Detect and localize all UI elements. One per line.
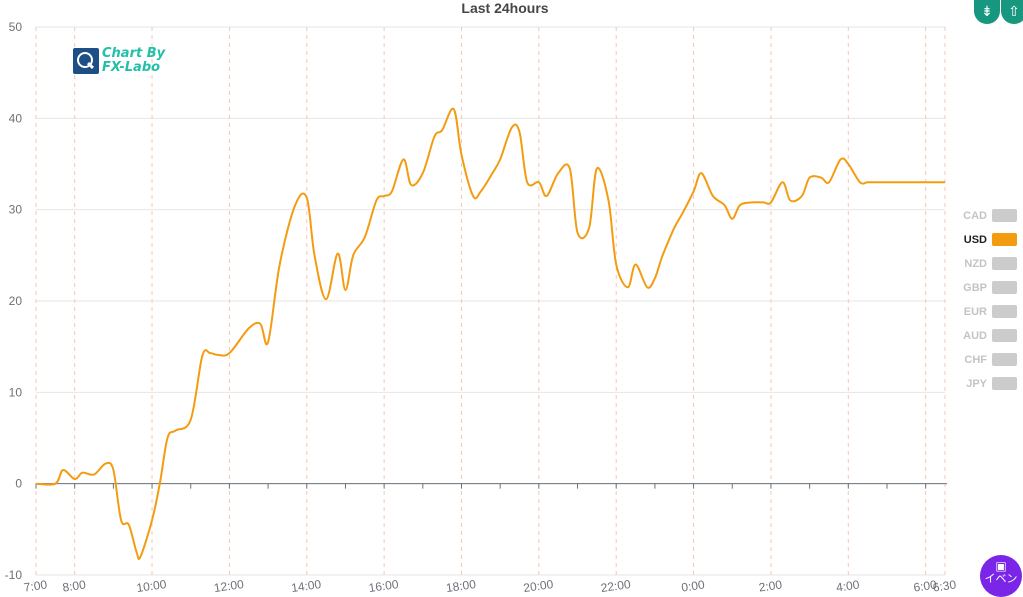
chart-title: Last 24hours: [461, 0, 548, 16]
legend-swatch: [992, 353, 1017, 366]
legend-item-chf[interactable]: CHF: [964, 353, 1017, 366]
y-tick-label: -10: [5, 568, 23, 582]
x-tick-label: 6:30: [932, 577, 957, 594]
x-tick-label: 2:00: [758, 577, 783, 594]
series-layer: [35, 107, 945, 561]
x-tick-label: 6:00: [913, 577, 938, 594]
legend-label: EUR: [964, 306, 987, 318]
y-tick-label: 20: [9, 294, 23, 308]
expand-vertical-icon: ⇧: [1008, 3, 1020, 19]
x-tick-label: 16:00: [368, 577, 400, 595]
x-tick-label: 4:00: [835, 577, 860, 594]
logo-text: Chart By FX-Labo: [102, 47, 165, 75]
legend-swatch: [992, 209, 1017, 222]
legend-item-aud[interactable]: AUD: [963, 329, 1017, 342]
collapse-button[interactable]: ⇟: [974, 0, 1000, 24]
legend-label: NZD: [964, 258, 987, 270]
x-tick-label: 10:00: [136, 577, 168, 595]
legend-label: CAD: [963, 210, 987, 222]
y-tick-label: 50: [9, 20, 23, 34]
x-tick-label: 14:00: [290, 577, 322, 595]
y-tick-label: 0: [15, 477, 22, 491]
y-tick-label: 40: [9, 111, 23, 125]
legend-swatch: [992, 257, 1017, 270]
x-tick-label: 18:00: [445, 577, 477, 595]
expand-button[interactable]: ⇧: [1001, 0, 1023, 24]
legend-label: AUD: [963, 330, 987, 342]
legend-label: USD: [964, 234, 987, 246]
legend-item-usd[interactable]: USD: [964, 233, 1017, 246]
x-tick-label: 12:00: [213, 577, 245, 595]
legend-label: CHF: [964, 354, 987, 366]
x-tick-label: 8:00: [62, 577, 87, 594]
legend-item-eur[interactable]: EUR: [964, 305, 1017, 318]
legend-item-jpy[interactable]: JPY: [966, 377, 1017, 390]
magnifier-icon: [73, 48, 99, 74]
calendar-icon: ▣: [995, 559, 1007, 573]
logo-line2: FX-Labo: [102, 60, 161, 75]
x-tick-label: 7:00: [23, 577, 48, 594]
series-line-usd: [35, 107, 945, 561]
legend-swatch: [992, 233, 1017, 246]
legend-label: GBP: [963, 282, 987, 294]
legend-swatch: [992, 377, 1017, 390]
legend[interactable]: CAD USD NZD GBP EUR AUD CHF JPY: [963, 209, 1017, 390]
collapse-vertical-icon: ⇟: [981, 3, 993, 19]
logo-line1: Chart By: [102, 46, 166, 61]
legend-item-cad[interactable]: CAD: [963, 209, 1017, 222]
x-tick-label: 20:00: [522, 577, 554, 595]
logo: Chart By FX-Labo: [73, 47, 173, 77]
y-tick-label: 10: [9, 385, 23, 399]
y-tick-label: 30: [9, 203, 23, 217]
axes: -10 0 10 20 30 40 50 7:00 8:00 10:00 12:00 14:00 16:…: [5, 20, 958, 595]
legend-label: JPY: [966, 378, 987, 390]
legend-swatch: [992, 329, 1017, 342]
grid: [35, 26, 946, 576]
legend-swatch: [992, 281, 1017, 294]
legend-swatch: [992, 305, 1017, 318]
legend-item-nzd[interactable]: NZD: [964, 257, 1017, 270]
x-tick-label: 0:00: [680, 577, 705, 594]
event-label: イベン: [984, 573, 1018, 585]
x-tick-label: 22:00: [600, 577, 632, 595]
event-button[interactable]: ▣ イベン: [980, 555, 1022, 597]
legend-item-gbp[interactable]: GBP: [963, 281, 1017, 294]
